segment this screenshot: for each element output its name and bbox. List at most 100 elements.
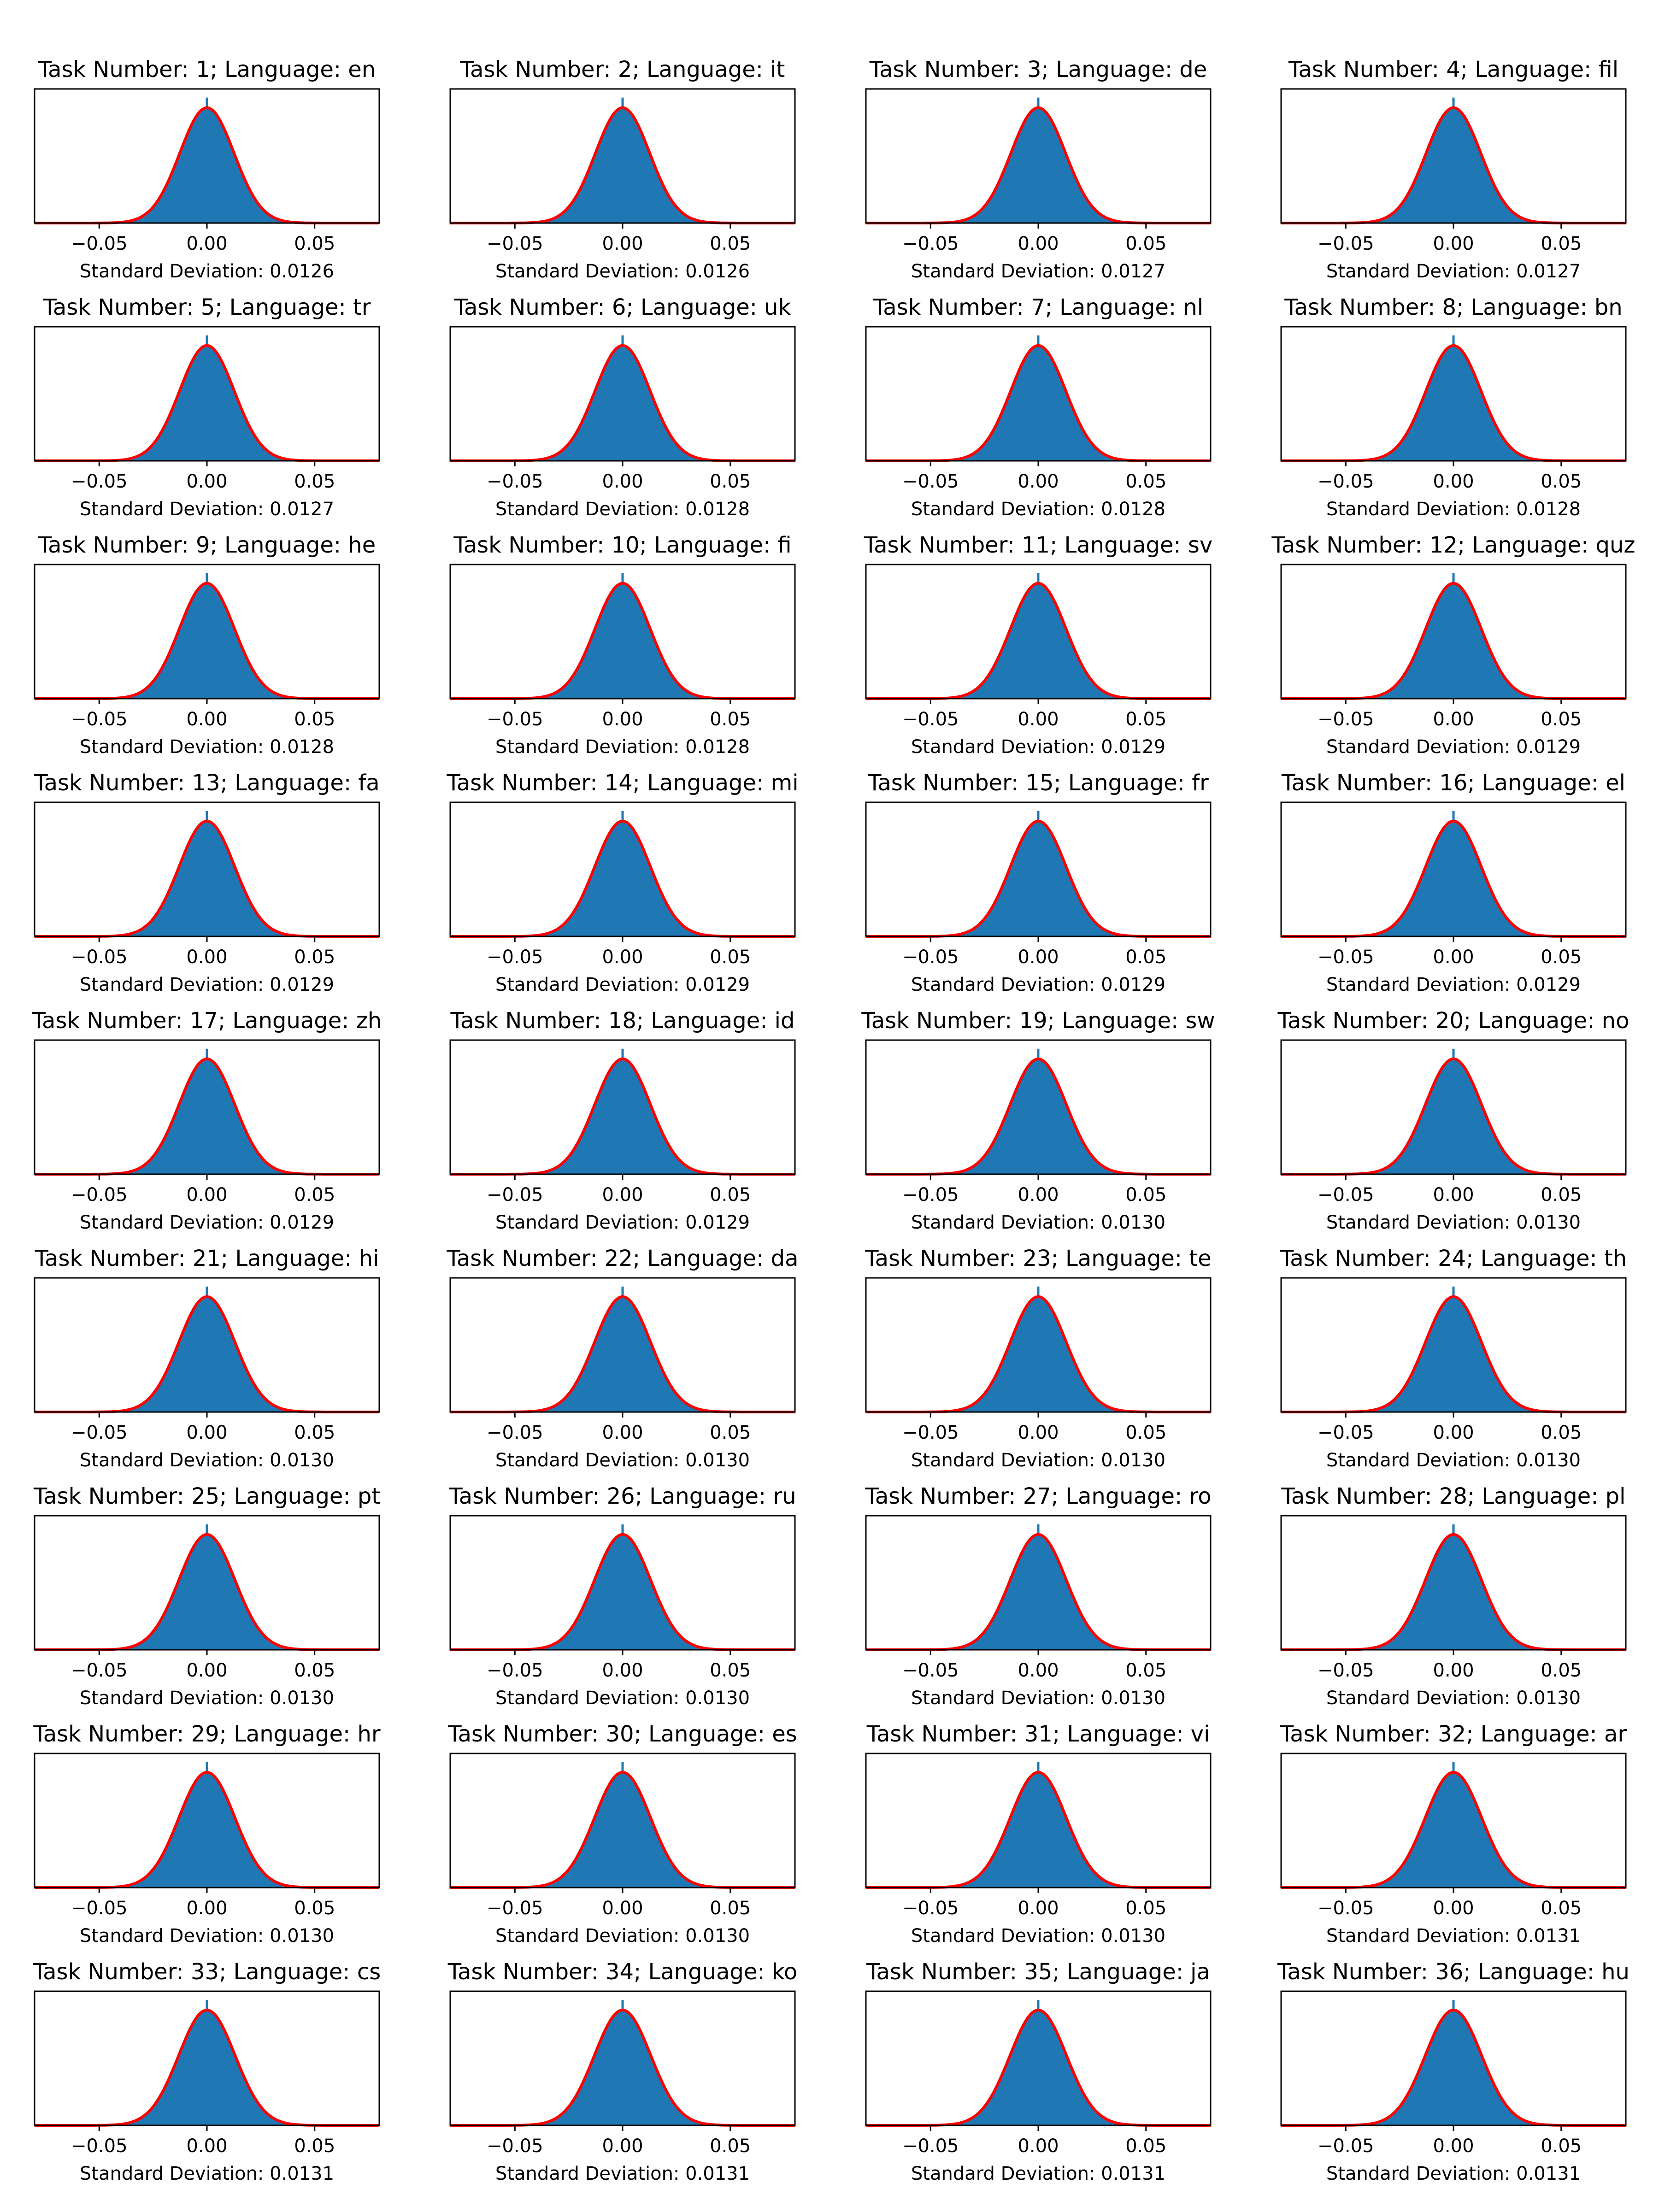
x-tick-label: 0.05 <box>710 1660 751 1681</box>
panel-std-label: Standard Deviation: 0.0131 <box>911 2163 1165 2184</box>
panel-title: Task Number: 36; Language: hu <box>1277 1959 1630 1985</box>
histogram-bars <box>1281 345 1626 461</box>
histogram-bars <box>450 1296 795 1412</box>
x-tick-label: −0.05 <box>1318 471 1374 492</box>
panel-std-label: Standard Deviation: 0.0129 <box>80 974 334 995</box>
histogram-bars <box>1281 1534 1626 1650</box>
panel-std-label: Standard Deviation: 0.0130 <box>80 1450 334 1471</box>
panel-title: Task Number: 17; Language: zh <box>32 1008 382 1034</box>
x-tick-label: 0.05 <box>1541 947 1582 968</box>
x-tick-label: 0.05 <box>294 709 335 730</box>
panel-task-6: Task Number: 6; Language: uk −0.05 0.00 0.0… <box>449 294 796 520</box>
panel-task-27: Task Number: 27; Language: ro −0.05 0.00 0.… <box>865 1483 1211 1709</box>
panel-title: Task Number: 35; Language: ja <box>866 1959 1210 1985</box>
panel-std-label: Standard Deviation: 0.0130 <box>911 1450 1165 1471</box>
histogram-bars <box>1281 1296 1626 1412</box>
panel-task-32: Task Number: 32; Language: ar −0.05 0.00 0.… <box>1280 1721 1627 1947</box>
panel-task-25: Task Number: 25; Language: pt −0.05 0.00 0.… <box>33 1483 380 1709</box>
x-tick-label: 0.00 <box>1018 471 1059 492</box>
x-tick-label: 0.05 <box>294 1898 335 1919</box>
x-tick-label: 0.00 <box>1433 233 1474 254</box>
histogram-bars <box>866 583 1211 699</box>
x-tick-label: −0.05 <box>71 1422 128 1443</box>
panel-std-label: Standard Deviation: 0.0128 <box>911 499 1165 520</box>
panel-title: Task Number: 16; Language: el <box>1281 770 1625 796</box>
x-tick-label: 0.05 <box>710 947 751 968</box>
x-tick-label: 0.00 <box>186 471 227 492</box>
x-tick-label: 0.00 <box>1018 709 1059 730</box>
x-tick-label: 0.00 <box>602 1660 643 1681</box>
x-tick-label: 0.05 <box>294 233 335 254</box>
panel-task-28: Task Number: 28; Language: pl −0.05 0.00 0.… <box>1280 1483 1627 1709</box>
panel-std-label: Standard Deviation: 0.0129 <box>495 974 750 995</box>
panel-task-24: Task Number: 24; Language: th −0.05 0.00 0.… <box>1280 1246 1627 1471</box>
x-tick-label: 0.00 <box>186 1660 227 1681</box>
panel-task-18: Task Number: 18; Language: id −0.05 0.00 0.… <box>449 1008 796 1233</box>
panel-task-35: Task Number: 35; Language: ja −0.05 0.00 0.… <box>865 1959 1212 2184</box>
histogram-bars <box>35 821 379 936</box>
panel-title: Task Number: 6; Language: uk <box>454 294 791 320</box>
x-tick-label: −0.05 <box>487 1898 543 1919</box>
panel-task-33: Task Number: 33; Language: cs −0.05 0.00 0.… <box>33 1959 381 2184</box>
panel-task-34: Task Number: 34; Language: ko −0.05 0.00 0.… <box>447 1959 798 2184</box>
panel-title: Task Number: 5; Language: tr <box>42 294 371 320</box>
panel-std-label: Standard Deviation: 0.0131 <box>1326 1925 1581 1947</box>
panel-std-label: Standard Deviation: 0.0130 <box>911 1212 1165 1233</box>
panel-std-label: Standard Deviation: 0.0131 <box>495 2163 750 2184</box>
histogram-bars <box>866 1296 1211 1412</box>
panel-task-19: Task Number: 19; Language: sw −0.05 0.00 0.… <box>861 1008 1215 1233</box>
panel-task-17: Task Number: 17; Language: zh −0.05 0.00 0.… <box>32 1008 382 1233</box>
x-tick-label: 0.05 <box>294 1184 335 1206</box>
panel-std-label: Standard Deviation: 0.0128 <box>495 736 750 758</box>
histogram-bars <box>866 1059 1211 1174</box>
panel-title: Task Number: 26; Language: ru <box>448 1483 796 1509</box>
x-tick-label: −0.05 <box>902 1660 959 1681</box>
x-tick-label: −0.05 <box>487 2136 543 2157</box>
x-tick-label: 0.05 <box>1541 1898 1582 1919</box>
panel-title: Task Number: 3; Language: de <box>869 57 1207 82</box>
panel-task-2: Task Number: 2; Language: it −0.05 0.00 0.0… <box>449 57 796 282</box>
panel-task-36: Task Number: 36; Language: hu −0.05 0.00 0.… <box>1277 1959 1630 2184</box>
x-tick-label: 0.00 <box>602 1898 643 1919</box>
x-tick-label: 0.00 <box>186 1898 227 1919</box>
x-tick-label: 0.05 <box>710 471 751 492</box>
histogram-bars <box>35 1534 379 1650</box>
x-tick-label: 0.00 <box>186 1184 227 1206</box>
panel-task-12: Task Number: 12; Language: quz −0.05 0.00 0… <box>1271 532 1635 758</box>
panel-title: Task Number: 28; Language: pl <box>1281 1483 1626 1509</box>
x-tick-label: −0.05 <box>1318 1898 1374 1919</box>
x-tick-label: 0.05 <box>1541 471 1582 492</box>
panel-std-label: Standard Deviation: 0.0131 <box>80 2163 334 2184</box>
panel-title: Task Number: 19; Language: sw <box>861 1008 1215 1034</box>
x-tick-label: −0.05 <box>1318 1660 1374 1681</box>
histogram-bars <box>450 1772 795 1888</box>
panel-std-label: Standard Deviation: 0.0127 <box>911 261 1165 282</box>
x-tick-label: −0.05 <box>71 709 128 730</box>
x-tick-label: −0.05 <box>902 1422 959 1443</box>
panel-std-label: Standard Deviation: 0.0129 <box>80 1212 334 1233</box>
panel-task-30: Task Number: 30; Language: es −0.05 0.00 0.… <box>447 1721 797 1947</box>
x-tick-label: 0.00 <box>1433 709 1474 730</box>
panel-task-5: Task Number: 5; Language: tr −0.05 0.00 0.0… <box>34 294 380 520</box>
histogram-bars <box>450 583 795 699</box>
histogram-bars <box>35 2010 379 2125</box>
x-tick-label: −0.05 <box>902 1898 959 1919</box>
x-tick-label: −0.05 <box>71 947 128 968</box>
panel-std-label: Standard Deviation: 0.0130 <box>495 1925 750 1947</box>
x-tick-label: 0.00 <box>1018 233 1059 254</box>
histogram-bars <box>35 1296 379 1412</box>
histogram-bars <box>35 583 379 699</box>
panel-title: Task Number: 34; Language: ko <box>447 1959 798 1985</box>
panel-task-15: Task Number: 15; Language: fr −0.05 0.00 0.… <box>865 770 1212 995</box>
x-tick-label: −0.05 <box>71 2136 128 2157</box>
panel-std-label: Standard Deviation: 0.0128 <box>495 499 750 520</box>
x-tick-label: 0.00 <box>1018 1422 1059 1443</box>
x-tick-label: −0.05 <box>1318 2136 1374 2157</box>
x-tick-label: 0.00 <box>186 1422 227 1443</box>
x-tick-label: 0.05 <box>1541 1184 1582 1206</box>
x-tick-label: 0.00 <box>602 471 643 492</box>
x-tick-label: 0.05 <box>1125 1184 1166 1206</box>
x-tick-label: −0.05 <box>902 709 959 730</box>
histogram-bars <box>450 107 795 223</box>
